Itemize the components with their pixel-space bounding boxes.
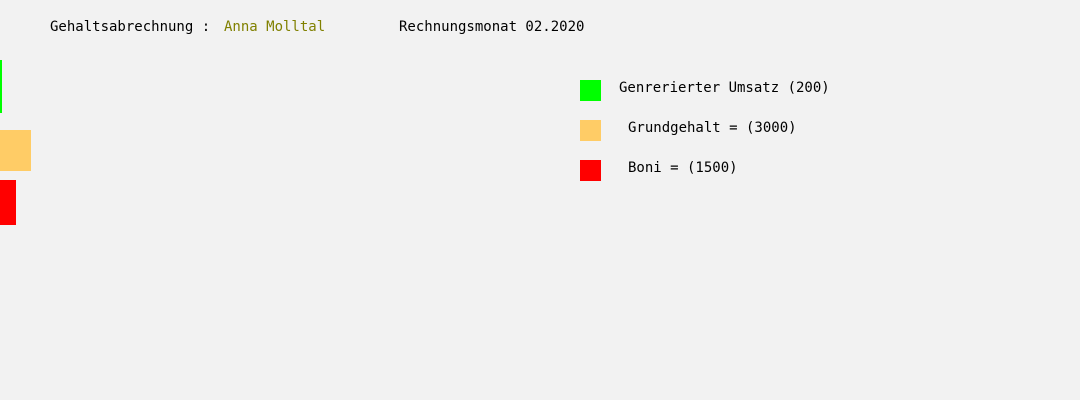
bar-grundgehalt bbox=[0, 130, 31, 171]
legend-swatch-2 bbox=[580, 120, 601, 141]
legend-label-1: Genrerierter Umsatz (200) bbox=[619, 80, 830, 96]
header-label: Gehaltsabrechnung : bbox=[50, 19, 211, 35]
legend-label-2: Grundgehalt = (3000) bbox=[628, 120, 797, 136]
employee-name: Anna Molltal bbox=[224, 19, 326, 35]
bar-genrerierter-umsatz bbox=[0, 60, 2, 113]
legend-label-3: Boni = (1500) bbox=[628, 160, 738, 176]
legend-swatch-3 bbox=[580, 160, 601, 181]
legend-swatch-1 bbox=[580, 80, 601, 101]
bar-boni bbox=[0, 180, 16, 225]
billing-month: Rechnungsmonat 02.2020 bbox=[399, 19, 585, 35]
